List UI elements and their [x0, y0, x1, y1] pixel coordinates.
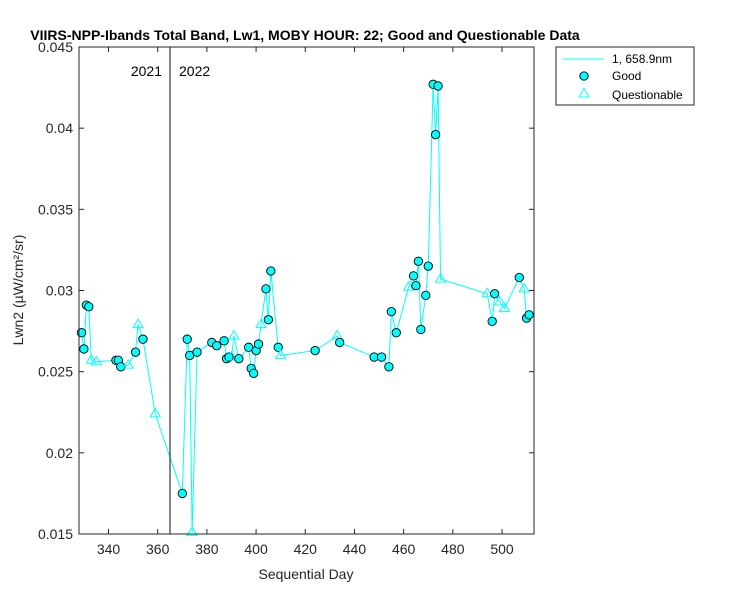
good-point: [182, 334, 192, 344]
y-tick-label: 0.015: [38, 526, 73, 542]
good-point: [489, 289, 500, 299]
legend-good-marker: [579, 71, 589, 81]
good-point: [253, 339, 264, 349]
good-point: [514, 272, 524, 283]
questionable-point: [149, 407, 162, 418]
legend: 1, 658.9nm Good Questionable: [555, 46, 695, 106]
legend-entry-questionable: Questionable: [612, 88, 683, 102]
y-tick-label: 0.035: [38, 201, 73, 217]
questionable-point: [186, 525, 199, 536]
good-point: [310, 345, 320, 356]
series-layer: [76, 79, 534, 536]
legend-entry-good: Good: [612, 69, 641, 83]
good-point: [192, 347, 202, 357]
questionable-point: [274, 348, 287, 359]
good-point: [384, 362, 394, 372]
questionable-point: [132, 318, 144, 329]
good-point: [261, 284, 271, 294]
good-point: [130, 347, 141, 357]
questionable-point: [498, 301, 511, 312]
good-point: [433, 81, 443, 91]
y-tick-label: 0.02: [46, 445, 73, 461]
y-tick-label: 0.03: [46, 283, 73, 299]
x-tick-label: 340: [97, 541, 121, 557]
good-point: [335, 337, 345, 348]
good-point: [411, 280, 421, 291]
good-point: [416, 324, 426, 335]
x-tick-label: 380: [195, 541, 219, 557]
questionable-point: [90, 355, 103, 366]
year-label-2021: 2021: [131, 63, 162, 79]
good-point: [413, 256, 424, 266]
y-tick-label: 0.045: [38, 39, 73, 55]
year-label-2022: 2022: [179, 63, 210, 79]
good-point: [273, 342, 283, 352]
x-tick-label: 360: [146, 541, 170, 557]
y-axis: 0.015 0.02 0.025 0.03 0.035 0.04 0.045: [38, 39, 534, 542]
y-axis-label: Lwn2 (µW/cm²/sr): [10, 235, 26, 346]
y-tick-label: 0.025: [38, 364, 73, 380]
questionable-point: [493, 295, 506, 306]
good-point: [391, 328, 401, 338]
questionable-point: [85, 353, 98, 364]
good-point: [234, 354, 244, 364]
good-point: [376, 352, 387, 362]
x-tick-label: 480: [441, 541, 465, 557]
x-tick-label: 420: [294, 541, 318, 557]
good-point: [219, 336, 229, 346]
x-tick-label: 460: [392, 541, 416, 557]
good-point: [266, 266, 276, 276]
chart-title: VIIRS-NPP-Ibands Total Band, Lw1, MOBY H…: [30, 27, 580, 43]
good-point: [79, 344, 89, 354]
good-point: [423, 261, 433, 271]
good-point: [84, 302, 94, 312]
questionable-point: [228, 329, 240, 340]
x-tick-label: 500: [490, 541, 514, 557]
x-tick-label: 400: [244, 541, 268, 557]
y-tick-label: 0.04: [46, 120, 73, 136]
good-point: [212, 341, 222, 351]
good-point: [116, 362, 126, 372]
x-axis-label: Sequential Day: [259, 566, 354, 582]
good-point: [524, 310, 534, 320]
good-point: [263, 315, 274, 325]
x-axis: 340 360 380 400 420 440 460 480 500: [97, 47, 514, 557]
good-point: [487, 316, 497, 326]
questionable-point: [481, 287, 494, 298]
questionable-point: [402, 280, 415, 291]
good-point: [408, 271, 419, 281]
series-line: [80, 84, 530, 533]
good-point: [430, 130, 441, 140]
questionable-point: [122, 358, 135, 369]
legend-box: [555, 46, 695, 106]
good-point: [386, 306, 397, 317]
good-point: [248, 368, 259, 378]
good-point: [421, 290, 431, 301]
good-point: [138, 334, 148, 344]
questionable-point: [225, 350, 238, 361]
x-tick-label: 440: [343, 541, 367, 557]
questionable-point: [518, 282, 531, 293]
legend-entry-line: 1, 658.9nm: [612, 52, 672, 66]
plot-area: [79, 47, 534, 534]
questionable-point: [255, 318, 267, 329]
year-divider: 2021 2022: [131, 47, 210, 534]
legend-questionable-marker: [578, 87, 590, 98]
questionable-point: [434, 272, 447, 283]
good-point: [177, 488, 187, 499]
